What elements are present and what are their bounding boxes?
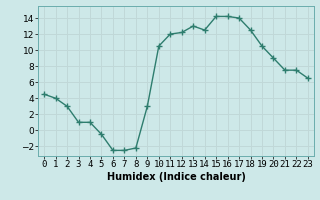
X-axis label: Humidex (Indice chaleur): Humidex (Indice chaleur) [107, 172, 245, 182]
